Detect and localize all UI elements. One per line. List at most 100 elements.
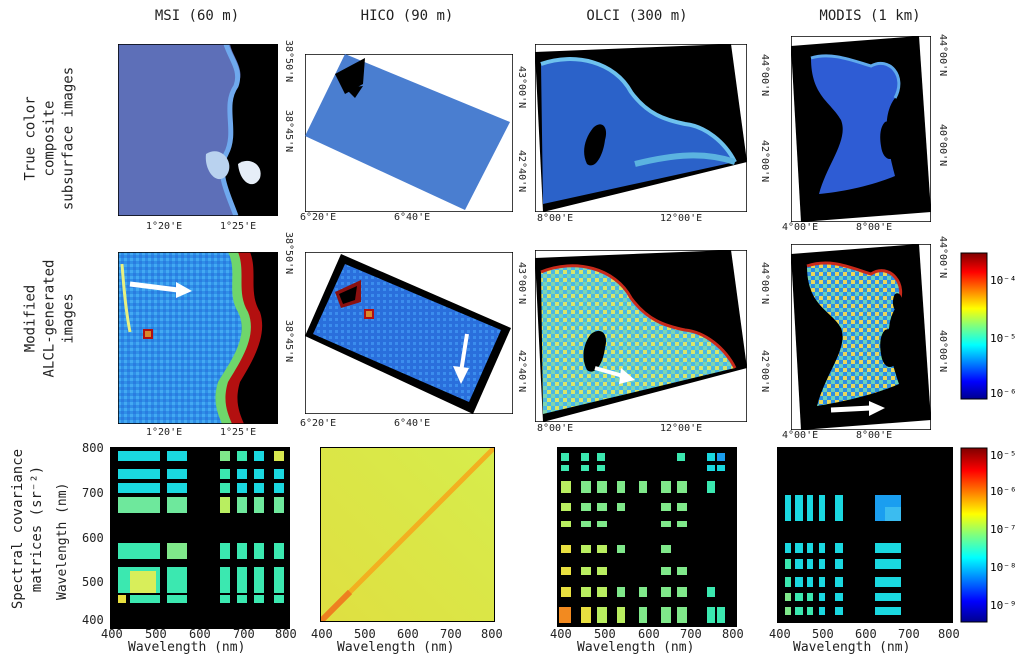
olci-y-tick: 44°00'N [759,262,770,305]
msi-cov-xtick: 400 [101,627,123,641]
msi-cov-blocks [118,451,284,603]
row-label-line: True color [22,96,39,181]
row-label-line: ALCL-generated [41,259,58,378]
msi-cov-ytick: 600 [82,531,104,545]
msi-y-tick: 38°45'N [283,320,294,363]
msi-x-tick: 1°20'E [146,427,183,438]
row-label-line: subsurface images [60,66,77,211]
olci-cov-xtick: 600 [638,627,660,641]
row-label-covariance: Spectral covariance matrices (sr⁻²) [9,439,47,619]
hico-y-tick: 43°00'N [516,66,527,109]
msi-x-tick: 1°25'E [220,427,257,438]
olci-cov-xlabel: Wavelength (nm) [577,640,695,655]
msi-y-tick: 38°50'N [283,232,294,275]
row-label-line: Modified [22,284,39,353]
olci-true-color-image [535,44,747,212]
hico-x-tick: 6°20'E [300,212,337,223]
msi-cov-ytick: 400 [82,613,104,627]
colorbar-cov-label: 10⁻⁶ [990,485,1017,498]
row-label-true-color: True color composite subsurface images [22,49,79,229]
olci-alcl-image [535,250,747,422]
covariance-olci [557,447,737,627]
olci-cov-xtick: 800 [722,627,744,641]
modis-y-tick: 44°00'N [937,34,948,77]
hico-cov-xtick: 600 [397,627,419,641]
msi-cov-xtick: 700 [233,627,255,641]
row-label-line: composite [41,100,58,177]
msi-cov-xtick: 500 [145,627,167,641]
modis-y-tick: 40°00'N [937,124,948,167]
olci-y-tick: 42°00'N [759,350,770,393]
modis-x-tick: 4°00'E [782,430,819,441]
msi-alcl-image [118,252,278,424]
colorbar-cov-label: 10⁻⁹ [990,599,1017,612]
modis-true-color-image [791,36,931,222]
msi-cov-xlabel: Wavelength (nm) [128,640,246,655]
msi-cov-ytick: 700 [82,486,104,500]
olci-y-tick: 44°00'N [759,54,770,97]
colorbar-covariance: 10⁻⁵ 10⁻⁶ 10⁻⁷ 10⁻⁸ 10⁻⁹ [960,447,1017,623]
msi-x-tick: 1°20'E [146,221,183,232]
row-label-line: Spectral covariance [10,448,26,610]
msi-cov-xtick: 600 [189,627,211,641]
hico-x-tick: 6°40'E [394,418,431,429]
msi-cov-xtick: 800 [275,627,297,641]
modis-x-tick: 4°00'E [782,222,819,233]
hico-y-tick: 43°00'N [516,262,527,305]
modis-y-tick: 44°00'N [937,236,948,279]
hico-cov-xtick: 500 [354,627,376,641]
hico-x-tick: 6°40'E [394,212,431,223]
covariance-modis [777,447,953,623]
column-title-hico: HICO (90 m) [360,8,454,24]
msi-true-color-image [118,44,278,216]
olci-x-tick: 8°00'E [537,423,574,434]
colorbar-cov-label: 10⁻⁵ [990,449,1017,462]
hico-cov-xlabel: Wavelength (nm) [337,640,455,655]
row-label-line: images [60,293,77,344]
hico-y-tick: 42°40'N [516,350,527,393]
hico-alcl-image [305,252,513,414]
colorbar-cov-label: 10⁻⁸ [990,561,1017,574]
column-title-modis: MODIS (1 km) [819,8,921,24]
modis-cov-xtick: 400 [769,627,791,641]
modis-x-tick: 8°00'E [856,430,893,441]
olci-cov-xtick: 700 [680,627,702,641]
hico-cov-xtick: 800 [481,627,503,641]
olci-x-tick: 12°00'E [660,423,703,434]
hico-true-color-image [305,54,513,212]
olci-x-tick: 12°00'E [660,213,703,224]
olci-y-tick: 42°00'N [759,140,770,183]
hico-cov-xtick: 700 [440,627,462,641]
column-title-olci: OLCI (300 m) [586,8,688,24]
modis-alcl-image [791,244,931,430]
colorbar-alcl-label: 10⁻⁵ [990,332,1017,345]
modis-y-tick: 40°00'N [937,330,948,373]
colorbar-cov-label: 10⁻⁷ [990,523,1017,536]
colorbar-alcl-label: 10⁻⁴ [990,274,1017,287]
olci-cov-xtick: 400 [550,627,572,641]
msi-y-tick: 38°50'N [283,40,294,83]
covariance-msi [110,447,290,629]
hico-cov-xtick: 400 [311,627,333,641]
column-title-msi: MSI (60 m) [154,8,240,24]
covariance-hico [320,447,495,622]
modis-cov-xtick: 800 [938,627,960,641]
colorbar-alcl-label: 10⁻⁶ [990,387,1017,400]
msi-y-tick: 38°45'N [283,110,294,153]
olci-cov-blocks [559,453,725,623]
modis-cov-xlabel: Wavelength (nm) [793,640,911,655]
covariance-y-axis-label: Wavelength (nm) [55,482,70,600]
msi-cov-ytick: 800 [82,441,104,455]
olci-cov-xtick: 500 [594,627,616,641]
olci-x-tick: 8°00'E [537,213,574,224]
hico-y-tick: 42°40'N [516,150,527,193]
modis-x-tick: 8°00'E [856,222,893,233]
modis-cov-xtick: 500 [812,627,834,641]
modis-cov-xtick: 700 [898,627,920,641]
modis-cov-blocks [785,495,901,615]
msi-cov-ytick: 500 [82,575,104,589]
row-label-line: matrices (sr⁻²) [29,465,45,593]
modis-cov-xtick: 600 [855,627,877,641]
colorbar-alcl: 10⁻⁴ 10⁻⁵ 10⁻⁶ [960,252,1017,400]
hico-x-tick: 6°20'E [300,418,337,429]
